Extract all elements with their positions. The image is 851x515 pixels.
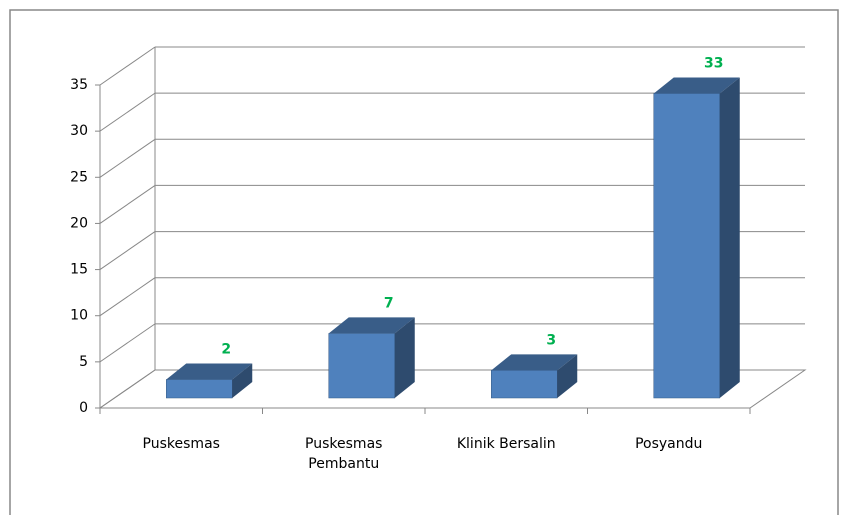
x-tick-label: Posyandu	[635, 436, 703, 452]
grid-line	[99, 231, 156, 270]
grid-line	[99, 46, 156, 86]
bar-side	[719, 77, 740, 398]
grid-line	[99, 369, 156, 409]
bar	[328, 317, 415, 399]
grid-line	[99, 185, 156, 224]
x-tick-label-box: Puskesmas	[142, 436, 220, 452]
bar-side	[557, 354, 578, 398]
grid-line	[99, 323, 156, 363]
x-tick-label-box: Klinik Bersalin	[456, 436, 556, 452]
x-tick-label: Klinik Bersalin	[456, 436, 556, 452]
data-label: 33	[704, 55, 723, 71]
y-tick-label: 5	[79, 354, 88, 370]
data-label: 7	[384, 295, 394, 311]
bar-top	[653, 77, 740, 94]
x-tick-label: Puskesmas	[142, 436, 220, 452]
grid-line	[99, 92, 156, 132]
bar	[166, 363, 253, 399]
bar-top	[166, 363, 253, 380]
data-label: 2	[221, 342, 231, 358]
bar-front	[491, 370, 558, 399]
bar-side	[394, 317, 415, 398]
x-tick-label-box: Puskesmas Pembantu	[305, 436, 383, 472]
grid-line	[99, 138, 156, 178]
y-tick-label: 0	[79, 400, 88, 416]
bar-top	[491, 354, 578, 371]
bar	[491, 354, 578, 399]
bar-top	[328, 317, 415, 334]
bar-front	[653, 93, 720, 399]
data-label: 3	[546, 332, 556, 348]
bar-front	[328, 333, 395, 399]
x-tick-label-box: Posyandu	[635, 436, 703, 452]
y-tick-label: 25	[70, 169, 88, 185]
bar	[653, 77, 740, 399]
y-tick-label: 20	[70, 215, 88, 231]
y-tick-label: 10	[70, 308, 88, 324]
grid-line	[99, 277, 156, 317]
y-tick-label: 35	[70, 77, 88, 93]
y-tick-label: 30	[70, 123, 88, 139]
bar-side	[232, 363, 253, 398]
x-tick-label: Puskesmas Pembantu	[305, 436, 383, 472]
bar-front	[166, 379, 233, 399]
y-tick-label: 15	[70, 262, 88, 278]
